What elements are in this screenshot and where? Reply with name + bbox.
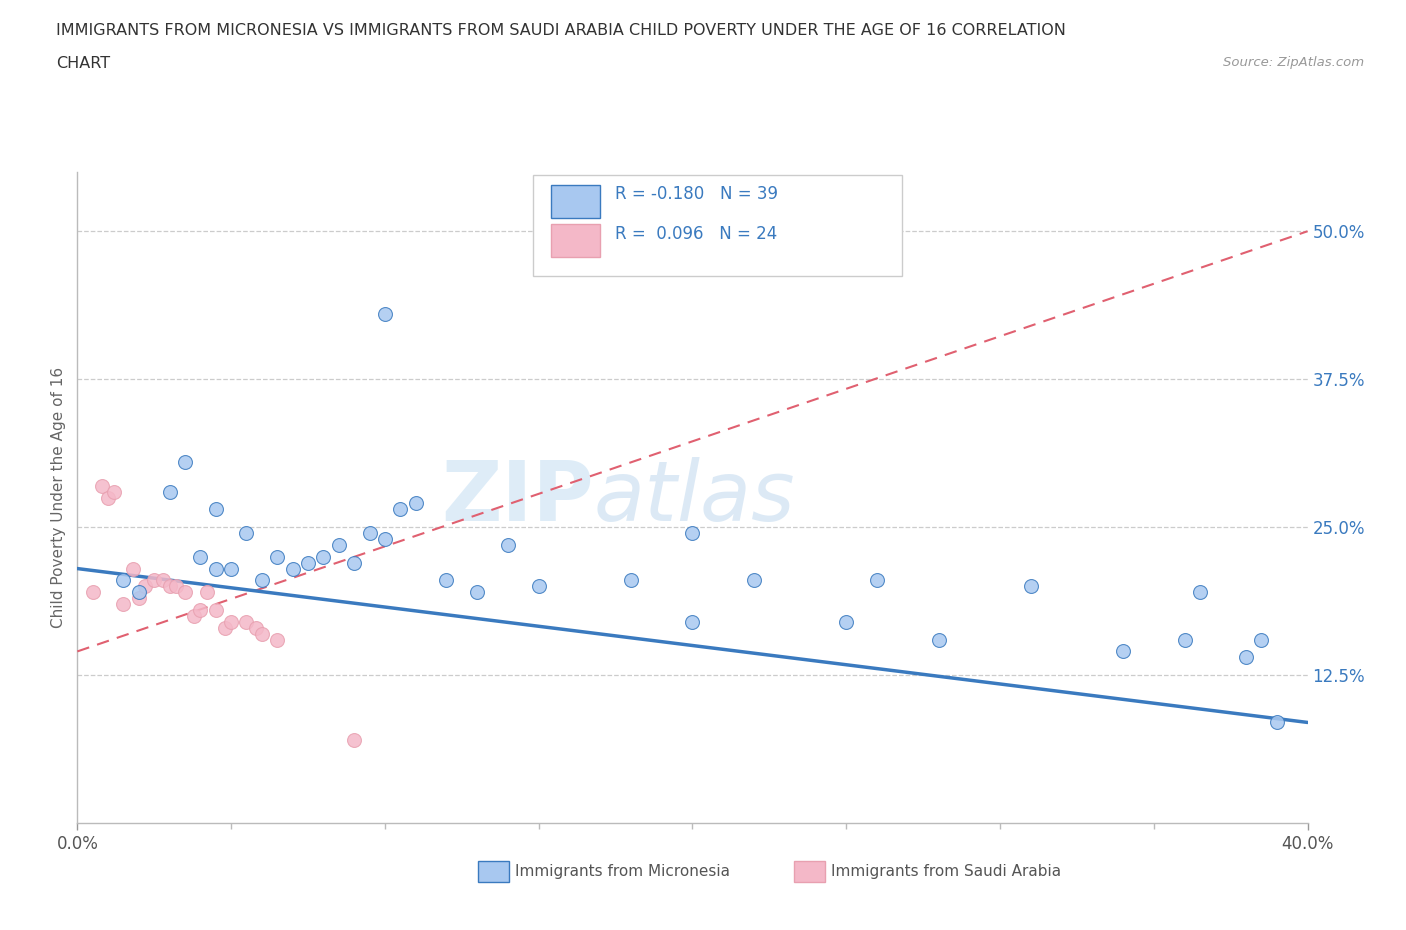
Point (405, 496, 427, 511)
Point (174, 455, 197, 470)
Point (219, 561, 242, 576)
Point (328, 538, 350, 552)
Point (204, 502, 226, 517)
Point (128, 585, 150, 600)
Point (389, 502, 412, 517)
Point (204, 603, 226, 618)
Point (112, 573, 135, 588)
Y-axis label: Child Poverty Under the Age of 16: Child Poverty Under the Age of 16 (51, 367, 66, 628)
Point (465, 585, 488, 600)
Point (374, 532, 396, 547)
Point (682, 615, 704, 630)
Point (266, 632, 288, 647)
Point (250, 626, 273, 641)
Point (266, 550, 288, 565)
Point (1188, 585, 1211, 600)
Point (527, 578, 550, 593)
Point (250, 573, 273, 588)
Point (188, 550, 212, 565)
Point (1250, 632, 1272, 647)
Point (219, 615, 242, 630)
Point (928, 632, 950, 647)
Point (183, 608, 205, 623)
Point (1234, 650, 1257, 665)
Point (128, 591, 150, 605)
Point (436, 573, 458, 588)
Text: R =  0.096   N = 24: R = 0.096 N = 24 (614, 225, 778, 243)
Point (112, 597, 135, 612)
Point (152, 573, 174, 588)
Point (195, 585, 218, 600)
Point (82, 585, 104, 600)
Point (235, 525, 257, 540)
Point (143, 573, 166, 588)
Point (214, 620, 236, 635)
Point (174, 585, 197, 600)
Point (682, 525, 704, 540)
Point (165, 578, 187, 593)
Text: R = -0.180   N = 39: R = -0.180 N = 39 (614, 184, 778, 203)
Point (343, 733, 366, 748)
Point (134, 578, 156, 593)
Point (1265, 715, 1288, 730)
Point (374, 307, 396, 322)
Point (343, 555, 366, 570)
Bar (551, 224, 600, 257)
Point (620, 573, 643, 588)
Point (1112, 644, 1135, 658)
Point (1174, 632, 1197, 647)
Text: CHART: CHART (56, 56, 110, 71)
FancyBboxPatch shape (533, 176, 901, 276)
Point (103, 485, 125, 499)
Point (312, 550, 335, 565)
Point (188, 603, 212, 618)
Text: IMMIGRANTS FROM MICRONESIA VS IMMIGRANTS FROM SAUDI ARABIA CHILD POVERTY UNDER T: IMMIGRANTS FROM MICRONESIA VS IMMIGRANTS… (56, 23, 1066, 38)
Text: Immigrants from Saudi Arabia: Immigrants from Saudi Arabia (831, 864, 1062, 879)
Point (1019, 578, 1042, 593)
Point (297, 555, 319, 570)
Point (866, 573, 889, 588)
Point (359, 525, 381, 540)
Point (281, 561, 304, 576)
Point (159, 485, 181, 499)
Point (496, 538, 519, 552)
Text: atlas: atlas (595, 457, 796, 538)
Text: Immigrants from Micronesia: Immigrants from Micronesia (515, 864, 730, 879)
Text: Source: ZipAtlas.com: Source: ZipAtlas.com (1223, 56, 1364, 69)
Point (204, 561, 226, 576)
Point (742, 573, 765, 588)
Point (835, 615, 858, 630)
Point (245, 620, 267, 635)
Point (159, 578, 181, 593)
Point (235, 615, 257, 630)
Point (97, 490, 120, 505)
Point (90, 478, 114, 493)
Text: ZIP: ZIP (441, 457, 595, 538)
Bar (551, 185, 600, 218)
Point (121, 561, 143, 576)
